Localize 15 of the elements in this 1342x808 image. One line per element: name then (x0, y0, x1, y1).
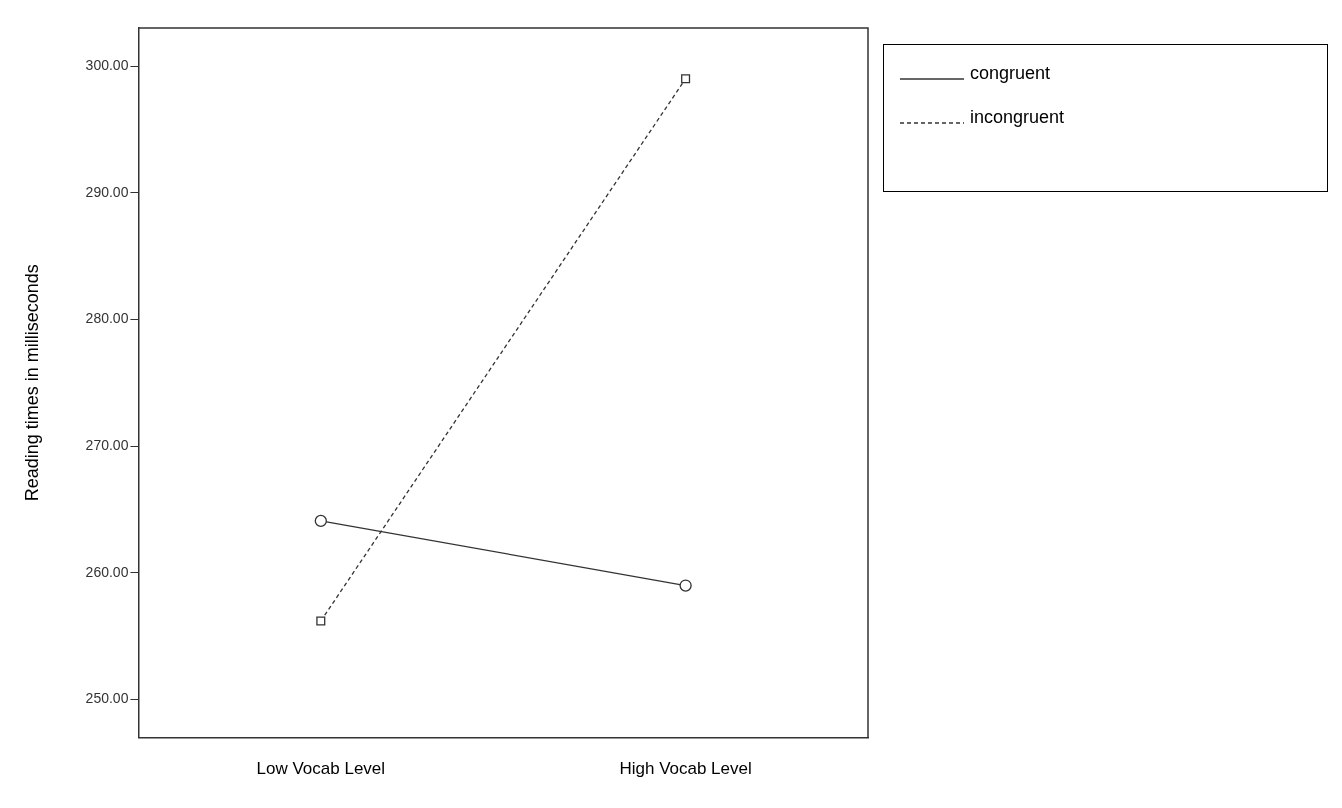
y-tick-label: 260.00 (85, 563, 129, 580)
legend-label: congruent (970, 62, 1051, 84)
point (316, 616, 326, 626)
y-tick-label: 250.00 (85, 690, 129, 707)
y-tick-label: 290.00 (85, 183, 129, 200)
point (314, 514, 327, 528)
point (681, 74, 691, 84)
y-tick-label: 270.00 (85, 437, 129, 454)
y-tick-label: 280.00 (85, 310, 129, 327)
legend-label: incongruent (970, 106, 1065, 128)
x-tick-label: High Vocab Level (619, 759, 752, 779)
y-axis-title: Reading times in milliseconds (21, 264, 42, 502)
x-tick-label: Low Vocab Level (256, 759, 386, 779)
point (679, 579, 692, 592)
y-tick-label: 300.00 (85, 56, 129, 73)
